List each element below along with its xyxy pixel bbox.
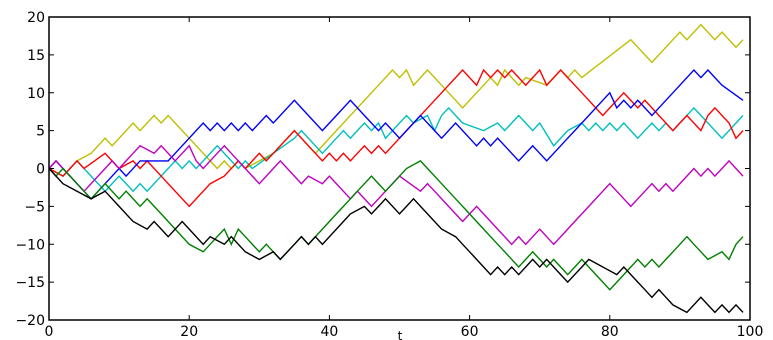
x-tick-label: 60 xyxy=(461,324,479,340)
y-tick-label: 0 xyxy=(36,162,45,178)
x-tick-label: 0 xyxy=(45,324,54,340)
series-line-1 xyxy=(48,23,744,177)
y-tick-label: −15 xyxy=(15,275,45,291)
y-tick-label: −5 xyxy=(24,199,45,215)
x-tick-label: 20 xyxy=(180,324,198,340)
y-tick-label: 20 xyxy=(27,10,45,26)
y-tick-label: 15 xyxy=(27,48,45,64)
series-line-6 xyxy=(48,160,744,291)
series-layer xyxy=(48,23,744,314)
y-tick-label: 5 xyxy=(36,124,45,140)
series-line-5 xyxy=(48,144,744,246)
x-tick-label: 80 xyxy=(601,324,619,340)
y-tick-label: 10 xyxy=(27,86,45,102)
y-tick-label: −20 xyxy=(15,313,45,329)
x-axis-label: t xyxy=(398,329,403,340)
y-tick-label: −10 xyxy=(15,237,45,253)
x-tick-label: 100 xyxy=(737,324,764,340)
series-line-7 xyxy=(48,168,744,314)
axes-layer: 0 20 40 60 80 100 −20 −15 −10 −5 0 5 10 15 20 xyxy=(15,10,763,340)
series-line-4 xyxy=(48,68,744,200)
series-line-2 xyxy=(48,106,744,193)
x-tick-label: 40 xyxy=(320,324,338,340)
plot-frame xyxy=(48,16,751,321)
